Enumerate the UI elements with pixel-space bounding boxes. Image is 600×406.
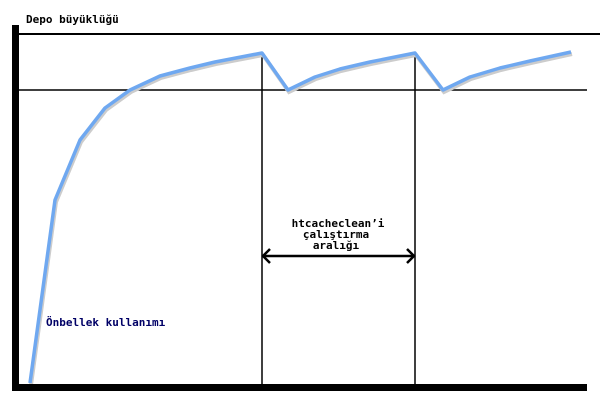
- interval-arrow: [261, 248, 416, 264]
- y-axis-label: Depo büyüklüğü: [26, 13, 119, 26]
- cache-usage-curve-shadow: [29, 52, 573, 386]
- interval-label-line-1: htcacheclean’i: [292, 217, 385, 230]
- x-axis: [12, 384, 587, 391]
- curve-label: Önbellek kullanımı: [46, 315, 166, 329]
- interval-label-line-3: aralığı: [313, 239, 360, 252]
- y-axis: [12, 25, 19, 391]
- interval-label-line-2: çalıştırma: [303, 228, 369, 241]
- cache-usage-curve: [28, 50, 572, 384]
